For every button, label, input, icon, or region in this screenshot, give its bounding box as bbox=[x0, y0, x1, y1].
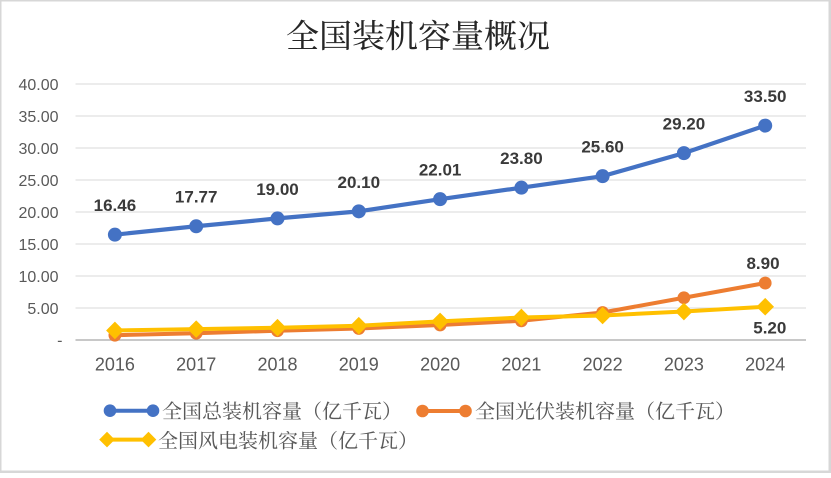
svg-text:5.20: 5.20 bbox=[753, 319, 786, 338]
svg-text:5.00: 5.00 bbox=[27, 301, 58, 318]
svg-text:2020: 2020 bbox=[420, 355, 460, 375]
svg-text:2021: 2021 bbox=[501, 355, 541, 375]
svg-text:19.00: 19.00 bbox=[256, 180, 299, 199]
svg-text:20.00: 20.00 bbox=[18, 205, 58, 222]
svg-text:29.20: 29.20 bbox=[663, 115, 706, 134]
svg-text:25.60: 25.60 bbox=[581, 138, 624, 157]
svg-text:33.50: 33.50 bbox=[744, 87, 787, 106]
svg-text:23.80: 23.80 bbox=[500, 149, 543, 168]
svg-text:16.46: 16.46 bbox=[94, 196, 137, 215]
svg-text:2019: 2019 bbox=[339, 355, 379, 375]
svg-text:2023: 2023 bbox=[664, 355, 704, 375]
svg-text:17.77: 17.77 bbox=[175, 188, 218, 207]
svg-text:2018: 2018 bbox=[257, 355, 297, 375]
svg-text:40.00: 40.00 bbox=[18, 77, 58, 94]
svg-text:10.00: 10.00 bbox=[18, 269, 58, 286]
svg-text:2024: 2024 bbox=[745, 355, 785, 375]
svg-text:2022: 2022 bbox=[583, 355, 623, 375]
svg-text:35.00: 35.00 bbox=[18, 109, 58, 126]
svg-text:22.01: 22.01 bbox=[419, 161, 462, 180]
svg-text:25.00: 25.00 bbox=[18, 173, 58, 190]
svg-text:8.90: 8.90 bbox=[746, 254, 779, 273]
svg-text:-: - bbox=[57, 333, 62, 350]
svg-text:15.00: 15.00 bbox=[18, 237, 58, 254]
svg-text:30.00: 30.00 bbox=[18, 141, 58, 158]
svg-text:2017: 2017 bbox=[176, 355, 216, 375]
svg-text:20.10: 20.10 bbox=[338, 173, 381, 192]
svg-text:2016: 2016 bbox=[95, 355, 135, 375]
